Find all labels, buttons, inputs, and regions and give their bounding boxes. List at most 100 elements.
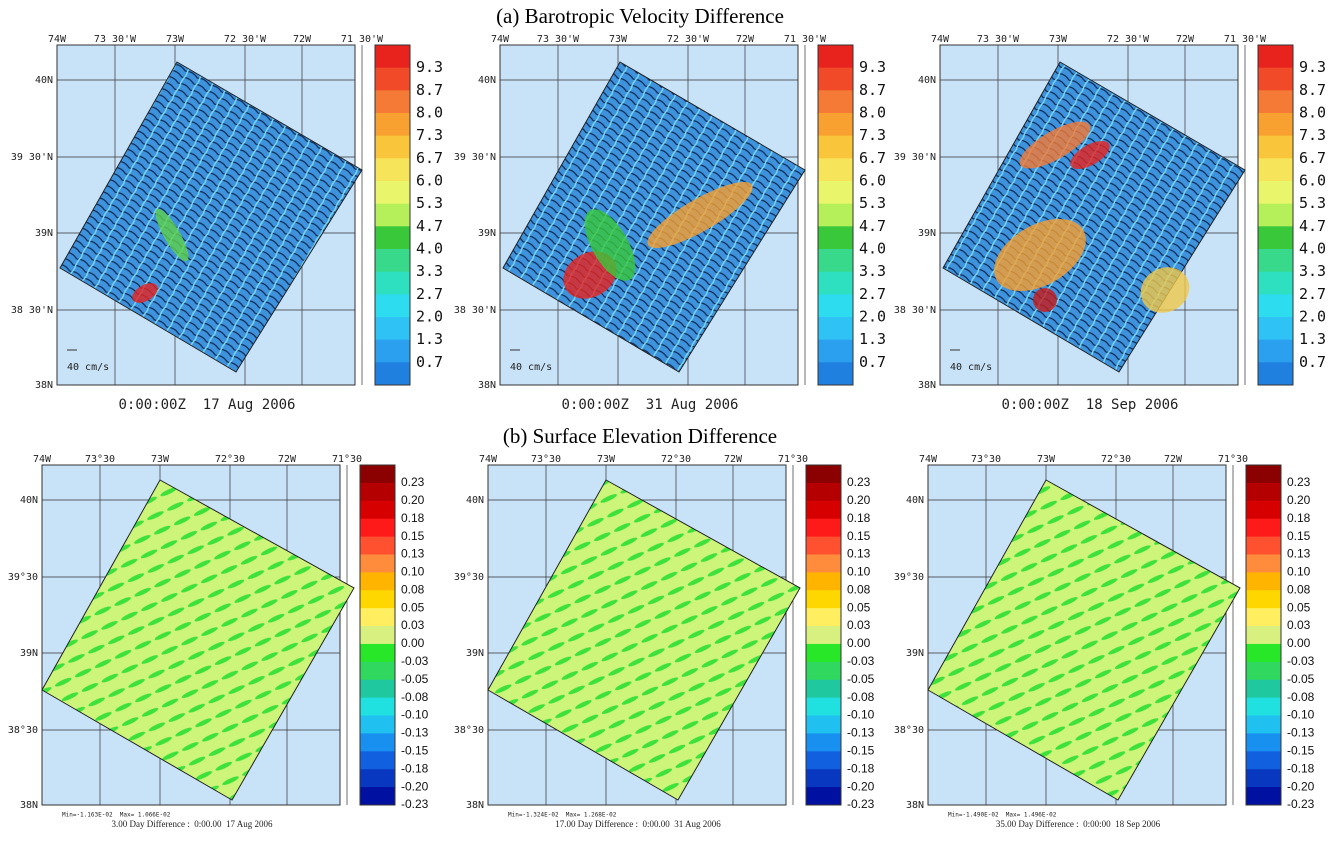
colorbar-label: 4.7 xyxy=(1299,217,1326,235)
colorbar-label: 0.18 xyxy=(1287,511,1311,525)
colorbar-label: 0.18 xyxy=(847,511,871,525)
scale-label: 40 cm/s xyxy=(510,362,552,373)
colorbar-label: 4.0 xyxy=(1299,240,1326,258)
colorbar-label: 0.10 xyxy=(401,565,425,579)
colorbar-segment xyxy=(806,500,841,520)
colorbar-label: 9.3 xyxy=(1299,58,1326,76)
colorbar-frame xyxy=(374,44,411,386)
colorbar-segment xyxy=(375,45,410,69)
lon-label: 73W xyxy=(597,454,616,465)
hotspot xyxy=(1033,288,1057,312)
colorbar-segment xyxy=(1258,249,1293,273)
colorbar-label: 0.08 xyxy=(401,582,425,596)
colorbar-segment xyxy=(1258,45,1293,69)
colorbar-segment xyxy=(375,362,410,386)
colorbar-label: 0.15 xyxy=(1287,529,1311,543)
colorbar-segment xyxy=(818,113,853,137)
lat-label: 38N xyxy=(466,800,484,811)
colorbar-label: -0.13 xyxy=(847,726,875,740)
colorbar-segment xyxy=(818,45,853,69)
lon-label: 72W xyxy=(293,34,312,45)
colorbar-segment xyxy=(1246,679,1281,699)
colorbar-segment xyxy=(806,715,841,734)
lon-label: 74W xyxy=(479,454,498,465)
colorbar-label: 0.7 xyxy=(1299,353,1326,371)
colorbar-segment xyxy=(360,482,395,502)
colorbar-label: -0.23 xyxy=(1287,797,1315,811)
colorbar-label: -0.20 xyxy=(401,779,429,793)
colorbar-segment xyxy=(375,90,410,114)
colorbar-label: 3.3 xyxy=(1299,262,1326,280)
colorbar-label: 0.05 xyxy=(847,600,871,614)
colorbar-label: 8.7 xyxy=(416,81,443,99)
lon-label: 73W xyxy=(166,34,185,45)
colorbar-label: -0.08 xyxy=(847,690,875,704)
lat-label: 40N xyxy=(35,75,53,86)
colorbar-label: -0.08 xyxy=(401,690,429,704)
colorbar-label: 0.20 xyxy=(847,493,871,507)
colorbar-segment xyxy=(1246,518,1281,538)
lon-label: 74W xyxy=(33,454,52,465)
lon-label: 73 30'W xyxy=(977,34,1020,45)
hotspot xyxy=(994,218,1086,292)
colorbar-segment xyxy=(360,536,395,555)
colorbar-label: 9.3 xyxy=(416,58,443,76)
colorbar-segment xyxy=(1258,226,1293,250)
colorbar-segment xyxy=(360,626,395,645)
lat-label: 39 30'N xyxy=(454,152,496,163)
colorbar-segment xyxy=(1258,294,1293,318)
colorbar-label: 4.7 xyxy=(416,217,443,235)
colorbar-frame xyxy=(1257,44,1294,386)
colorbar-segment xyxy=(1258,135,1293,159)
colorbar-segment xyxy=(375,271,410,295)
panel-caption: 3.00 Day Difference : 0:00.00 17 Aug 200… xyxy=(111,819,273,829)
colorbar-segment xyxy=(806,536,841,555)
colorbar-segment xyxy=(806,679,841,699)
colorbar-label: -0.03 xyxy=(1287,654,1315,668)
colorbar-segment xyxy=(360,572,395,591)
colorbar-label: 0.20 xyxy=(1287,493,1311,507)
lon-label: 72°30 xyxy=(661,454,691,465)
lon-label: 71°30 xyxy=(778,454,808,465)
colorbar-segment xyxy=(1258,158,1293,182)
colorbar-segment xyxy=(818,362,853,386)
colorbar-label: 0.13 xyxy=(1287,547,1311,561)
colorbar-frame xyxy=(805,464,842,806)
colorbar-segment xyxy=(375,339,410,363)
colorbar-segment xyxy=(806,751,841,770)
hotspot xyxy=(1140,267,1190,313)
colorbar-label: -0.23 xyxy=(847,797,875,811)
colorbar-segment xyxy=(360,465,395,484)
lat-label: 40N xyxy=(906,495,924,506)
lon-label: 74W xyxy=(919,454,938,465)
lat-label: 38 30'N xyxy=(11,305,53,316)
colorbar-segment xyxy=(1258,203,1293,227)
colorbar-segment xyxy=(375,226,410,250)
colorbar-label: -0.03 xyxy=(847,654,875,668)
lon-label: 72 30'W xyxy=(667,34,710,45)
colorbar-segment xyxy=(360,554,395,573)
colorbar-label: -0.13 xyxy=(401,726,429,740)
lat-label: 38N xyxy=(478,380,496,391)
lon-label: 71 30'W xyxy=(1224,34,1267,45)
colorbar-label: 7.3 xyxy=(416,126,443,144)
panel-stats: Min=-1.324E-02 Max= 1.268E-02 xyxy=(508,812,617,819)
colorbar-label: -0.10 xyxy=(847,708,875,722)
colorbar-label: 6.0 xyxy=(859,172,886,190)
colorbar-label: 0.23 xyxy=(1287,475,1311,489)
lon-label: 72W xyxy=(1164,454,1183,465)
colorbar-segment xyxy=(1246,465,1281,484)
colorbar-label: 0.7 xyxy=(859,353,886,371)
lat-label: 38N xyxy=(20,800,38,811)
colorbar-label: 0.10 xyxy=(847,565,871,579)
colorbar-segment xyxy=(360,661,395,681)
colorbar-label: 0.15 xyxy=(847,529,871,543)
colorbar-segment xyxy=(806,626,841,645)
colorbar-label: 2.0 xyxy=(859,308,886,326)
hotspot xyxy=(155,208,189,262)
colorbar-segment xyxy=(360,751,395,770)
section-title: (a) Barotropic Velocity Difference xyxy=(496,4,784,28)
colorbar-segment xyxy=(818,294,853,318)
